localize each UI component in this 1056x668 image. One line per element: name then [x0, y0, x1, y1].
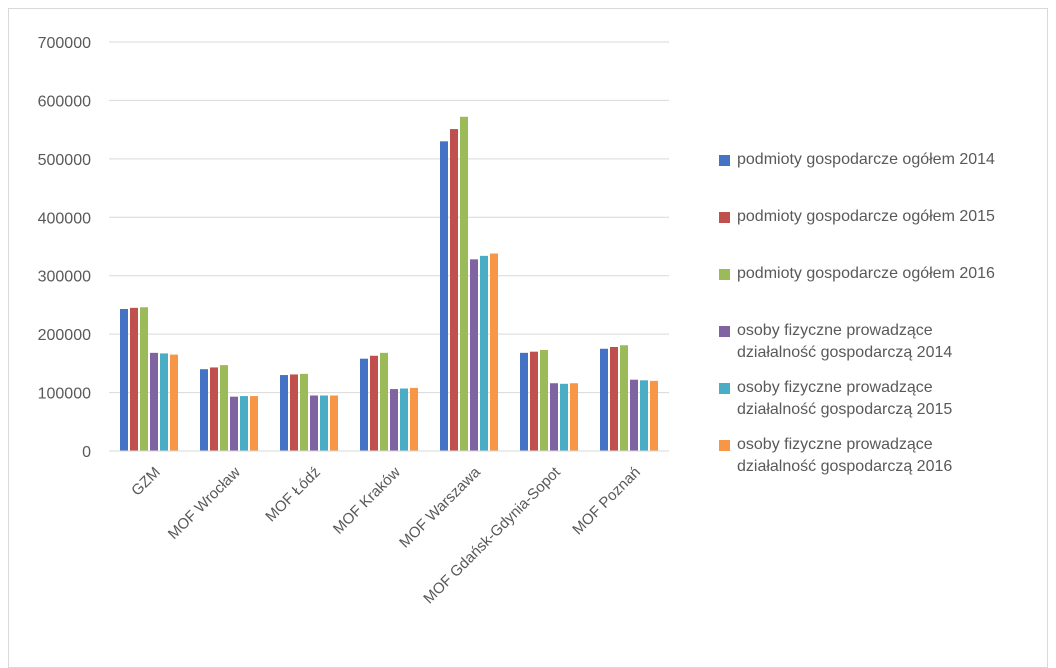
legend-label-5: osoby fizyczne prowadzące działalność go… — [737, 379, 953, 418]
legend-swatch-1 — [719, 155, 730, 166]
legend-swatch-5 — [719, 383, 730, 394]
bar — [380, 352, 388, 451]
bar — [320, 395, 328, 451]
bar — [620, 345, 628, 451]
bar — [610, 346, 618, 451]
bar — [640, 380, 648, 451]
x-tick-label: MOF Łódź — [262, 464, 324, 526]
bar — [360, 358, 368, 451]
legend-item-6: osoby fizyczne prowadzące działalność go… — [719, 434, 1039, 491]
bar — [330, 395, 338, 451]
y-tick-label: 100000 — [38, 386, 91, 403]
y-tick-label: 200000 — [38, 327, 91, 344]
y-axis-tick-labels: 0 100000 200000 300000 400000 500000 600000 700… — [38, 35, 91, 461]
x-tick-label: MOF Warszawa — [396, 463, 484, 551]
bar — [140, 307, 148, 451]
bar — [220, 365, 228, 451]
bar — [310, 395, 318, 451]
legend-label-4: osoby fizyczne prowadzące działalność go… — [737, 322, 953, 361]
y-tick-label: 0 — [82, 444, 91, 461]
bar — [470, 259, 478, 451]
x-tick-label: MOF Kraków — [330, 464, 404, 538]
legend-swatch-4 — [719, 326, 730, 337]
x-tick-label: MOF Wrocław — [165, 464, 244, 543]
bar — [120, 309, 128, 451]
bar — [600, 348, 608, 451]
bar — [280, 375, 288, 451]
y-tick-label: 600000 — [38, 93, 91, 110]
x-tick-label: GZM — [128, 464, 164, 500]
bar — [160, 353, 168, 451]
bar — [450, 129, 458, 451]
bar — [170, 354, 178, 451]
bar — [150, 352, 158, 451]
legend-label-1: podmioty gospodarcze ogółem 2014 — [737, 151, 995, 168]
legend: podmioty gospodarcze ogółem 2014 podmiot… — [719, 149, 1039, 491]
bar — [390, 389, 398, 451]
bar — [560, 383, 568, 451]
bar — [230, 396, 238, 451]
legend-item-5: osoby fizyczne prowadzące działalność go… — [719, 377, 1039, 434]
legend-swatch-3 — [719, 269, 730, 280]
bar — [410, 387, 418, 451]
legend-label-2: podmioty gospodarcze ogółem 2015 — [737, 208, 995, 225]
bar — [480, 255, 488, 451]
bars — [120, 116, 658, 452]
y-tick-label: 700000 — [38, 35, 91, 52]
bar — [210, 367, 218, 451]
legend-swatch-6 — [719, 440, 730, 451]
bar — [550, 383, 558, 451]
bar — [650, 380, 658, 451]
legend-item-1: podmioty gospodarcze ogółem 2014 — [719, 149, 1039, 206]
x-tick-label: MOF Poznań — [569, 464, 644, 539]
legend-item-2: podmioty gospodarcze ogółem 2015 — [719, 206, 1039, 263]
bar — [530, 351, 538, 451]
legend-item-4: osoby fizyczne prowadzące działalność go… — [719, 320, 1039, 377]
bar — [240, 396, 248, 451]
x-tick-label: MOF Gdańsk-Gdynia-Sopot — [420, 463, 564, 607]
bar — [460, 116, 468, 451]
bar — [130, 307, 138, 451]
legend-label-6: osoby fizyczne prowadzące działalność go… — [737, 436, 953, 475]
bar — [370, 355, 378, 451]
y-tick-label: 500000 — [38, 152, 91, 169]
chart-frame: 0 100000 200000 300000 400000 500000 600000 700… — [8, 8, 1048, 668]
bar — [250, 396, 258, 451]
legend-label-3: podmioty gospodarcze ogółem 2016 — [737, 265, 995, 282]
bar — [490, 253, 498, 451]
bar — [440, 141, 448, 452]
bar — [540, 349, 548, 451]
gridlines — [109, 41, 669, 394]
bar — [300, 373, 308, 451]
bar — [200, 369, 208, 451]
bar — [400, 388, 408, 451]
bar — [290, 374, 298, 451]
legend-swatch-2 — [719, 212, 730, 223]
y-tick-label: 300000 — [38, 269, 91, 286]
bar-chart: 0 100000 200000 300000 400000 500000 600000 700… — [38, 35, 669, 607]
bar — [520, 352, 528, 451]
y-tick-label: 400000 — [38, 210, 91, 227]
bar — [570, 383, 578, 451]
bar — [630, 379, 638, 451]
legend-item-3: podmioty gospodarcze ogółem 2016 — [719, 263, 1039, 320]
